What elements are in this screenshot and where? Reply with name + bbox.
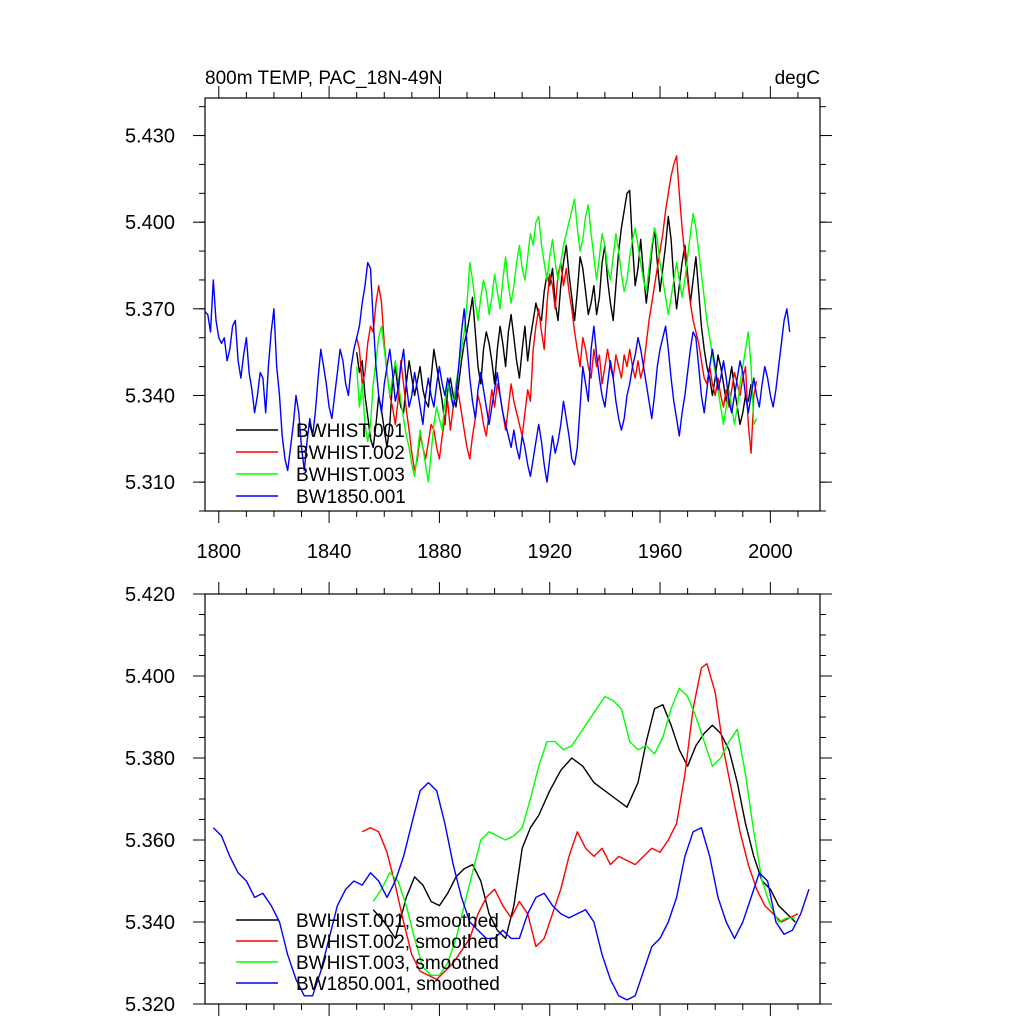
series-line-1 bbox=[356, 189, 752, 449]
top-chart-panel: 800m TEMP, PAC_18N-49N degC 5.3105.3405.… bbox=[125, 68, 832, 563]
x-tick-label: 1960 bbox=[638, 541, 683, 563]
series-line-1 bbox=[372, 704, 796, 940]
bottom-chart-series bbox=[212, 663, 810, 1001]
legend-label-2: BWHIST.002 bbox=[296, 443, 405, 464]
series-line-4 bbox=[204, 261, 791, 483]
legend-label-1: BWHIST.001 bbox=[296, 421, 405, 442]
x-tick-label: 1880 bbox=[417, 541, 462, 563]
y-tick-label: 5.340 bbox=[125, 385, 175, 407]
top-chart-series bbox=[204, 155, 791, 483]
series-line-3 bbox=[356, 198, 758, 483]
series-line-4 bbox=[212, 781, 810, 1001]
legend-label-2: BWHIST.002, smoothed bbox=[296, 932, 499, 953]
bottom-chart-frame bbox=[204, 593, 821, 1005]
y-tick-label: 5.420 bbox=[125, 584, 175, 606]
y-tick-label: 5.360 bbox=[125, 830, 175, 852]
y-tick-label: 5.370 bbox=[125, 299, 175, 321]
top-chart-frame bbox=[204, 97, 821, 512]
top-chart-ticks: 5.310 5.340 5.370 5.400 5.430 1800 1840 1880 192… bbox=[125, 86, 832, 563]
legend-label-3: BWHIST.003 bbox=[296, 465, 405, 486]
bottom-chart-panel: 5.320 5.340 5.360 5.380 5.400 5.420 BWHIST.00… bbox=[125, 582, 832, 1016]
series-line-2 bbox=[361, 663, 799, 981]
legend-label-3: BWHIST.003, smoothed bbox=[296, 953, 499, 974]
x-tick-label: 2000 bbox=[748, 541, 793, 563]
y-tick-label: 5.310 bbox=[125, 472, 175, 494]
y-tick-label: 5.320 bbox=[125, 994, 175, 1016]
y-tick-label: 5.380 bbox=[125, 748, 175, 770]
y-tick-label: 5.340 bbox=[125, 912, 175, 934]
legend-label-4: BW1850.001 bbox=[296, 487, 406, 508]
top-chart-units: degC bbox=[775, 68, 820, 89]
y-tick-label: 5.430 bbox=[125, 126, 175, 148]
y-tick-label: 5.400 bbox=[125, 666, 175, 688]
y-tick-label: 5.400 bbox=[125, 212, 175, 234]
legend-label-4: BW1850.001, smoothed bbox=[296, 974, 500, 995]
series-line-3 bbox=[372, 687, 796, 976]
top-chart-title: 800m TEMP, PAC_18N-49N bbox=[205, 68, 443, 89]
bottom-chart-ticks: 5.320 5.340 5.360 5.380 5.400 5.420 bbox=[125, 582, 832, 1016]
x-tick-label: 1920 bbox=[527, 541, 572, 563]
x-tick-label: 1840 bbox=[307, 541, 352, 563]
x-tick-label: 1800 bbox=[197, 541, 242, 563]
legend-label-1: BWHIST.001, smoothed bbox=[296, 911, 499, 932]
